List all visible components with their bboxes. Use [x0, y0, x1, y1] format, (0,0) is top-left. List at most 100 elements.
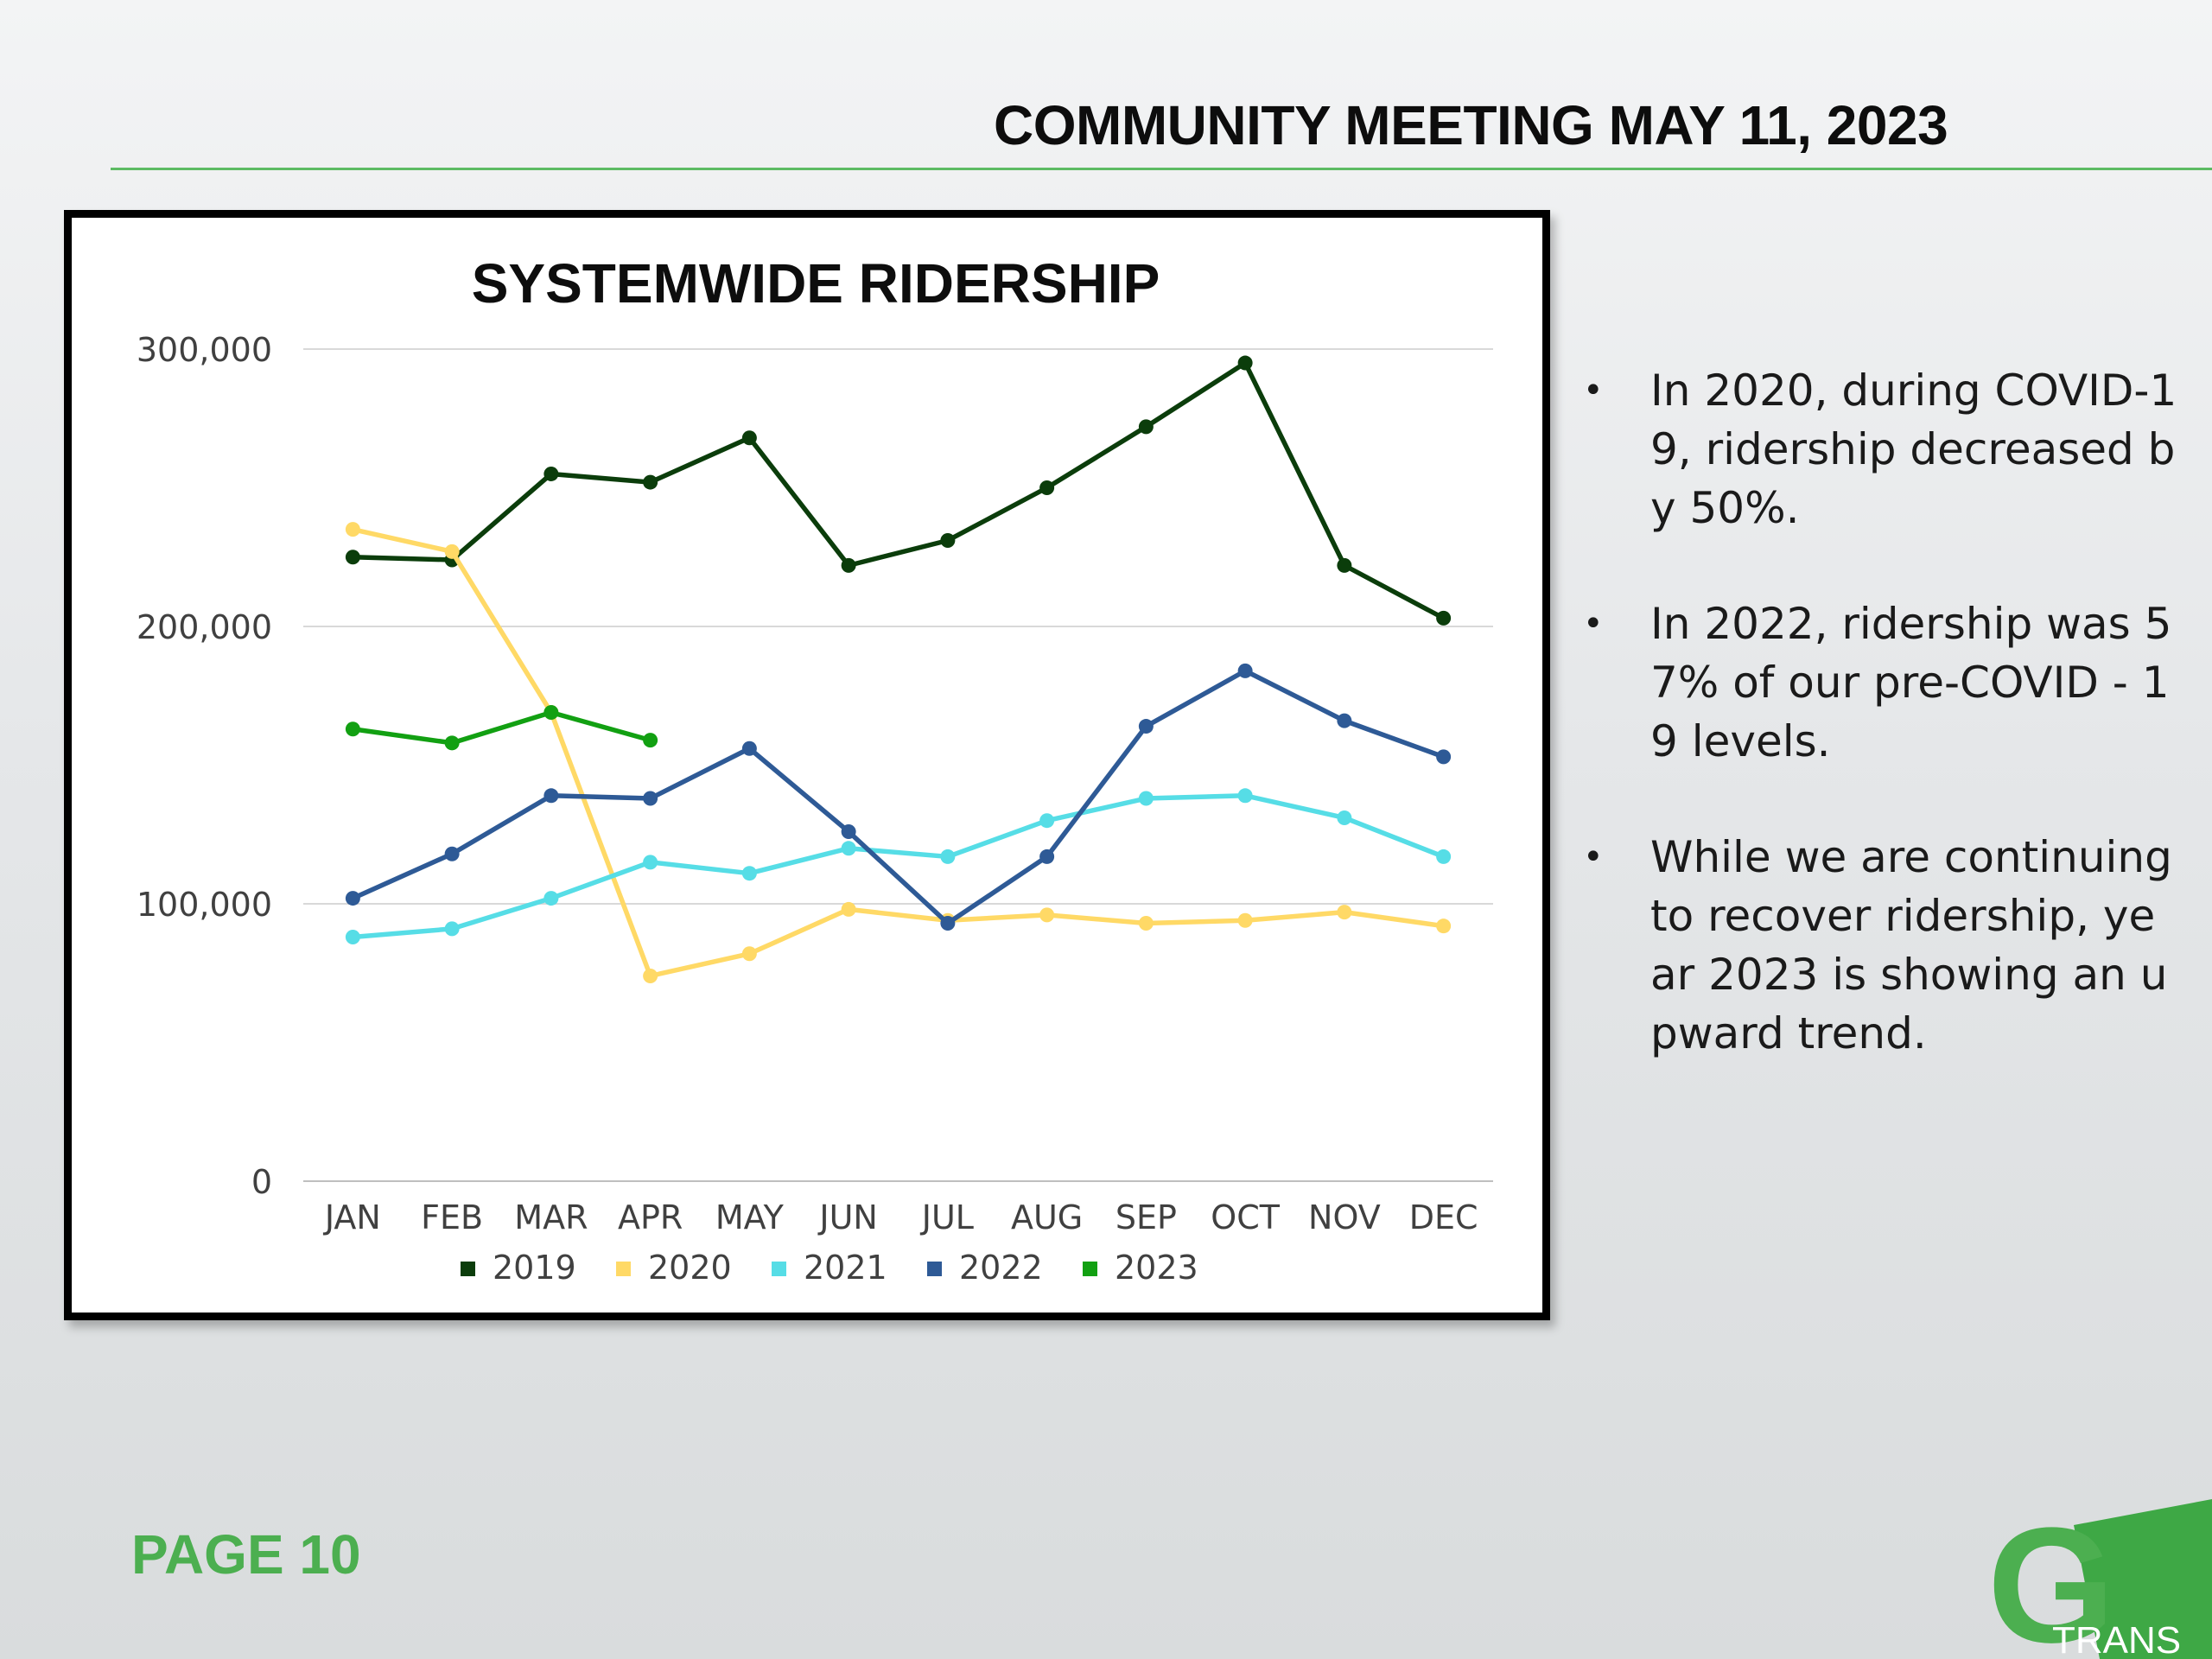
bullet-dot-icon: • [1583, 371, 1604, 410]
series-2022 [345, 663, 1452, 931]
data-point [940, 532, 956, 548]
series-2023 [345, 705, 658, 751]
data-point [444, 921, 460, 937]
x-tick-label: SEP [1116, 1198, 1177, 1236]
data-point [1138, 719, 1154, 734]
series-line [352, 709, 652, 746]
data-point [643, 474, 658, 490]
x-tick-label: MAR [514, 1198, 588, 1236]
data-point [1237, 663, 1253, 678]
x-tick-label: FEB [421, 1198, 483, 1236]
series-2021 [345, 788, 1452, 945]
data-point [1337, 713, 1352, 728]
x-tick-label: JAN [323, 1198, 381, 1236]
title-rule [111, 168, 2212, 170]
data-point [741, 866, 757, 881]
series-2020 [345, 522, 1452, 983]
logo-green-swoosh [2074, 1499, 2212, 1659]
page-label: PAGE 10 [131, 1523, 361, 1586]
data-point [1039, 907, 1055, 923]
data-point [741, 946, 757, 962]
data-point [543, 466, 559, 481]
y-tick-label: 100,000 [137, 886, 272, 924]
data-point [1138, 419, 1154, 435]
x-tick-label: APR [618, 1198, 683, 1236]
logo-text: TRANS [2052, 1619, 2181, 1659]
logo-letter: G [1987, 1499, 2115, 1659]
data-point [345, 721, 360, 737]
data-point [543, 788, 559, 804]
series-line [352, 668, 1445, 926]
data-point [643, 733, 658, 748]
grid-layer [303, 348, 1493, 1182]
bullet-item: • In 2022, ridership was 57% of our pre-C… [1573, 594, 2177, 771]
chart-frame: SYSTEMWIDE RIDERSHIP 0 100,000 200,000 300,… [64, 210, 1550, 1320]
data-point [841, 841, 856, 856]
legend-swatch [616, 1262, 631, 1276]
x-tick-label: JUN [817, 1198, 877, 1236]
data-point [1138, 791, 1154, 806]
data-point [1436, 749, 1452, 765]
data-point [1337, 905, 1352, 920]
legend-swatch [772, 1262, 786, 1276]
data-point [841, 901, 856, 917]
bullet-item: • While we are continuing to recover ride… [1573, 828, 2177, 1063]
gtrans-logo: G TRANS [1987, 1499, 2212, 1659]
data-point [940, 915, 956, 931]
data-point [1237, 788, 1253, 804]
chart-title: SYSTEMWIDE RIDERSHIP [472, 252, 1160, 315]
data-point [1237, 355, 1253, 371]
data-point [444, 735, 460, 751]
legend-swatch [461, 1262, 475, 1276]
data-point [543, 705, 559, 721]
bullet-dot-icon: • [1583, 604, 1604, 644]
data-point [345, 522, 360, 537]
x-tick-label: NOV [1308, 1198, 1381, 1236]
bullet-dot-icon: • [1583, 837, 1604, 877]
y-tick-label: 0 [251, 1163, 272, 1201]
x-tick-label: DEC [1409, 1198, 1478, 1236]
data-point [1138, 915, 1154, 931]
data-point [841, 824, 856, 840]
bullet-text: In 2020, during COVID-19, ridership decr… [1650, 365, 2177, 533]
data-point [940, 849, 956, 864]
data-point [345, 550, 360, 565]
y-tick-label: 300,000 [137, 331, 272, 369]
axis-layer: 0 100,000 200,000 300,000 JAN FEB MAR APR MAY JUN… [137, 331, 1478, 1236]
data-point [1337, 810, 1352, 825]
data-point [345, 930, 360, 945]
series-line [353, 360, 1445, 620]
legend-label: 2019 [493, 1249, 576, 1287]
data-point [1237, 912, 1253, 928]
series-line [352, 526, 1445, 979]
data-point [1337, 557, 1352, 573]
series-2019 [345, 355, 1452, 626]
x-tick-label: JUL [920, 1198, 974, 1236]
data-point [643, 968, 658, 983]
x-tick-label: AUG [1011, 1198, 1083, 1236]
data-point [444, 543, 460, 559]
data-point [1436, 849, 1452, 864]
legend-label: 2022 [959, 1249, 1043, 1287]
data-point [741, 741, 757, 756]
data-point [1436, 610, 1452, 626]
data-point [1039, 849, 1055, 864]
data-point [444, 846, 460, 861]
legend-swatch [927, 1262, 942, 1276]
data-point [643, 855, 658, 870]
legend: 2019 2020 2021 2022 2023 [461, 1249, 1198, 1287]
bullet-item: • In 2020, during COVID-19, ridership dec… [1573, 361, 2177, 537]
data-point [1436, 918, 1452, 934]
data-point [1039, 480, 1055, 495]
x-tick-label: OCT [1211, 1198, 1280, 1236]
series-line [353, 793, 1445, 940]
bullet-text: In 2022, ridership was 57% of our pre-CO… [1650, 599, 2172, 766]
y-tick-label: 200,000 [137, 608, 272, 646]
data-point [1039, 813, 1055, 829]
x-tick-label: MAY [715, 1198, 785, 1236]
ridership-chart: SYSTEMWIDE RIDERSHIP 0 100,000 200,000 300,… [137, 252, 1493, 1287]
legend-label: 2021 [804, 1249, 887, 1287]
data-point [543, 891, 559, 906]
data-point [741, 430, 757, 446]
bullet-text: While we are continuing to recover rider… [1650, 832, 2172, 1058]
